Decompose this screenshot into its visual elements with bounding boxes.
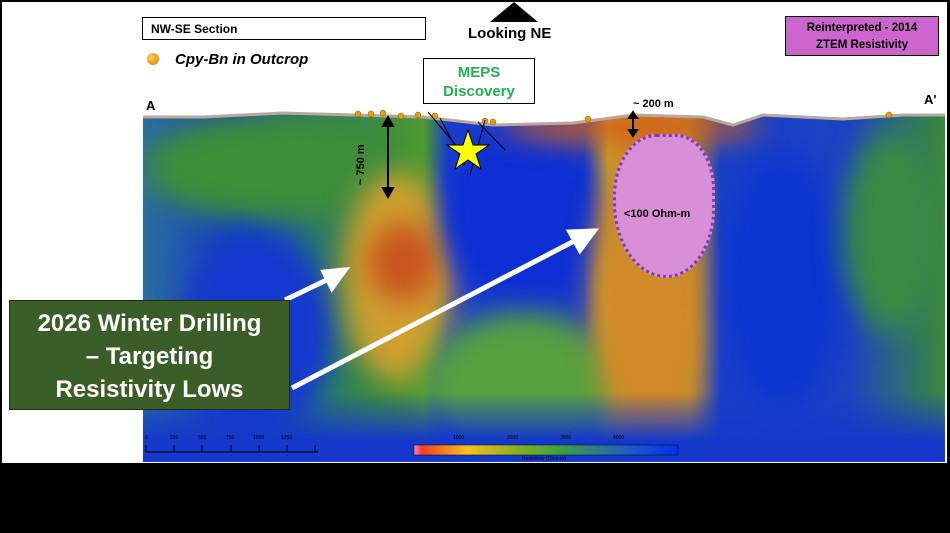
drilling-callout: 2026 Winter Drilling – Targeting Resisti… (9, 300, 290, 410)
outcrop-legend-label: Cpy-Bn in Outcrop (175, 51, 309, 68)
section-label: NW-SE Section (142, 17, 426, 40)
discovery-label: MEPS Discovery (423, 58, 535, 104)
title-line1: Reinterpreted - 2014 (806, 22, 918, 34)
annotations-layer (145, 2, 679, 456)
discovery-line1: MEPS (457, 64, 501, 81)
north-arrow-icon (490, 2, 538, 22)
callout-line1: 2026 Winter Drilling (37, 310, 262, 337)
depth-annotation: ~ 750 m (355, 144, 367, 185)
scale-tick: 250 (170, 435, 179, 441)
section-end-left: A (146, 98, 156, 113)
scale-bar (145, 445, 318, 453)
scale-tick: 500 (198, 435, 207, 441)
scale-tick: 1000 (253, 435, 265, 441)
discovery-line2: Discovery (443, 83, 515, 100)
title-box: Reinterpreted - 2014 ZTEM Resistivity (785, 16, 939, 56)
colorbar-tick: 1000 (453, 435, 465, 441)
resistivity-section (143, 112, 945, 462)
resistivity-colorbar (413, 444, 679, 456)
width-annotation: ~ 200 m (633, 98, 674, 110)
view-direction: Looking NE (468, 25, 552, 42)
low-resistivity-target (613, 134, 715, 278)
section-end-right: A' (924, 92, 937, 107)
scale-tick: 750 (226, 435, 235, 441)
colorbar-tick: 2000 (507, 435, 519, 441)
callout-line2: – Targeting (85, 343, 214, 370)
scale-tick: 1250 (281, 435, 293, 441)
colorbar-tick: 4000 (613, 435, 625, 441)
colorbar-label: Resistivity (Ohm-m) (522, 456, 566, 462)
terrain-profile (143, 105, 945, 127)
low-annotation: <100 Ohm-m (624, 208, 691, 220)
title-line2: ZTEM Resistivity (815, 39, 909, 51)
discovery-star-icon (445, 128, 491, 171)
colorbar-tick: 3000 (560, 435, 572, 441)
scale-tick: 0 (145, 435, 148, 441)
outcrop-legend-icon (147, 53, 159, 65)
outcrop-markers (354, 109, 893, 126)
callout-line3: Resistivity Lows (55, 376, 244, 403)
